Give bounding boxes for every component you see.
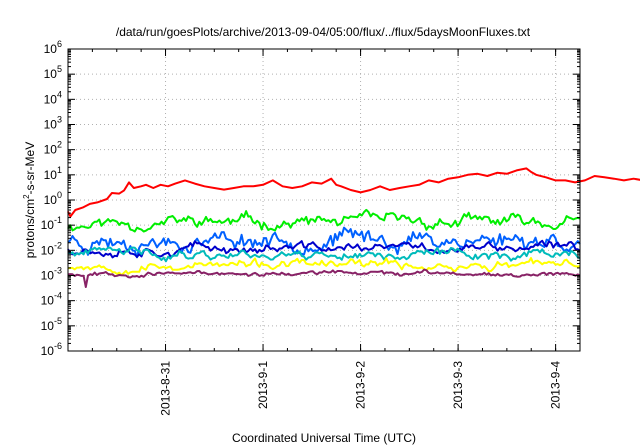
x-tick-label: 2013-9-4: [549, 361, 563, 409]
y-tick-label: 10-6: [41, 341, 62, 358]
y-tick-label: 10-2: [41, 240, 62, 257]
y-tick-label: 106: [44, 39, 62, 56]
y-tick-label: 104: [44, 89, 62, 106]
y-tick-label: 100: [44, 190, 62, 207]
y-tick-labels: 10-6 10-5 10-4 10-3 10-2 10-1 100 101 102 103 104 1…: [41, 39, 62, 358]
grid: [68, 49, 580, 351]
series-line: [67, 167, 640, 218]
series-line: [67, 226, 581, 259]
series-lines: [67, 167, 640, 288]
y-tick-label: 10-4: [41, 291, 62, 308]
y-tick-label: 103: [44, 115, 62, 132]
x-axis-label: Coordinated Universal Time (UTC): [232, 431, 416, 445]
y-tick-label: 10-1: [41, 215, 62, 232]
axis-ticks: [68, 48, 580, 352]
y-tick-label: 10-5: [41, 316, 62, 333]
series-line: [67, 268, 581, 288]
x-tick-label: 2013-9-3: [451, 361, 465, 409]
series-line: [67, 208, 581, 233]
x-tick-label: 2013-9-2: [354, 361, 368, 409]
y-tick-label: 101: [44, 165, 62, 182]
y-tick-label: 10-3: [41, 266, 62, 283]
x-tick-label: 2013-9-1: [256, 361, 270, 409]
y-axis-label: protons/cm2-s-sr-MeV: [22, 142, 37, 258]
series-line: [67, 239, 581, 259]
x-tick-labels: 2013-8-31 2013-9-1 2013-9-2 2013-9-3 2013-9-…: [159, 361, 563, 416]
series-line: [67, 257, 581, 277]
chart-title: /data/run/goesPlots/archive/2013-09-04/0…: [116, 25, 531, 39]
y-tick-label: 105: [44, 64, 62, 81]
y-tick-label: 102: [44, 140, 62, 157]
x-tick-label: 2013-8-31: [159, 361, 173, 416]
series-line: [67, 246, 581, 263]
